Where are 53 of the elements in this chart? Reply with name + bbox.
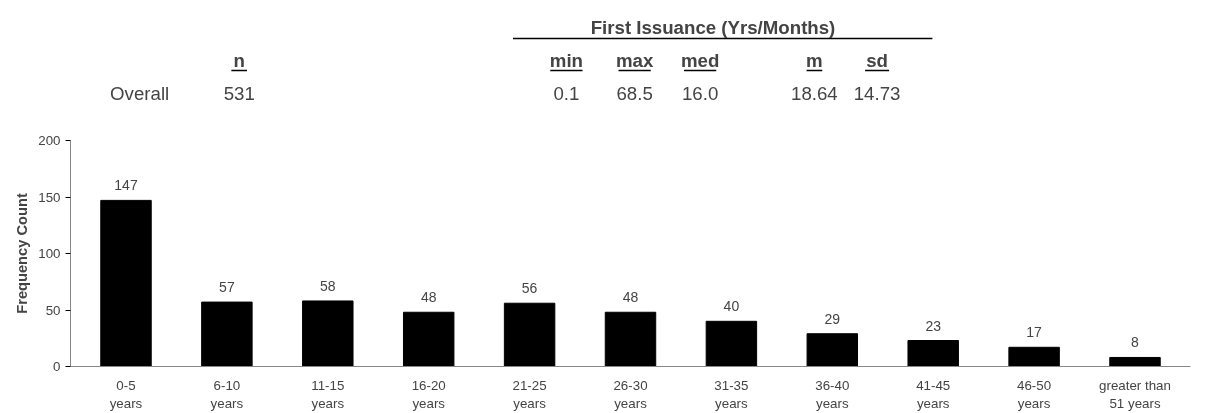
text: min [549,50,584,71]
y-tick-label: 150 [38,189,61,205]
x-tick-label: 41-45 years [916,377,951,411]
data-label: 58 [320,277,336,294]
x-tick-label: 6-10 years [210,377,244,411]
text: 16.0 [681,83,719,104]
text: max [615,50,654,71]
bar [302,300,354,367]
x-tick-label: 26-30 years [613,377,648,411]
text: 18.64 [791,83,838,104]
data-label: 48 [622,289,639,306]
bar [1008,346,1060,367]
x-tick-label: 16-20 years [411,377,446,411]
x-tick-label: 0-5 years [109,377,143,411]
text: m [806,50,823,71]
text: 0.1 [553,83,580,104]
bar [1109,356,1161,367]
bar [100,199,152,367]
data-label: 8 [1131,334,1140,351]
y-tick-label: 50 [45,302,61,318]
bar [402,311,455,367]
bar [604,311,657,367]
chart-title: First Issuance (Yrs/Months) [590,17,836,38]
text: 531 [223,83,255,104]
text: sd [866,50,888,71]
bar [806,333,859,367]
data-label: 17 [1026,324,1043,341]
x-tick-label: 46-50 years [1017,377,1052,411]
text: Overall [110,83,170,104]
data-label: 23 [925,317,942,334]
data-label: 147 [114,177,138,194]
x-tick-label: 21-25 years [512,377,547,411]
x-tick-label: greater than 51 years [1099,377,1171,411]
text: 14.73 [853,83,901,104]
y-tick-label: 100 [38,246,61,261]
bar [907,340,959,367]
text: med [680,50,720,71]
text: 68.5 [616,83,653,104]
x-tick-label: 31-35 years [714,377,749,411]
x-tick-label: 36-40 years [815,377,850,411]
y-tick-label: 0 [53,359,61,374]
bar [201,301,253,367]
bar [503,302,556,367]
data-label: 57 [219,279,235,296]
y-axis-title: Frequency Count [14,193,31,314]
data-label: 29 [824,310,841,327]
y-tick-label: 200 [38,133,61,148]
data-label: 56 [521,280,538,297]
bar [705,320,758,367]
data-label: 48 [420,289,437,306]
data-label: 40 [723,298,740,315]
x-tick-label: 11-15 years [311,377,345,411]
text: n [233,50,245,71]
